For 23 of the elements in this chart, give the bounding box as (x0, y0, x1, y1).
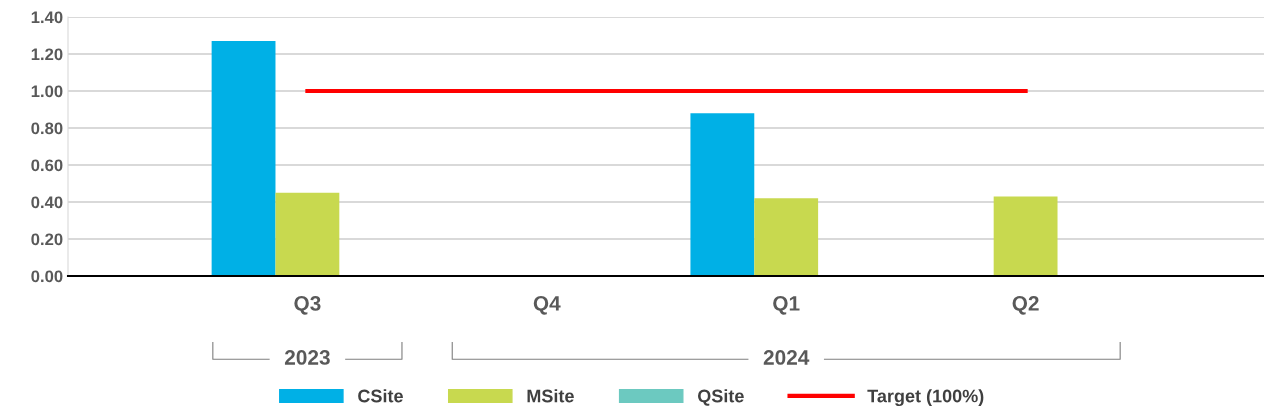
y-tick-label: 0.80 (31, 122, 63, 135)
legend-label: Target (100%) (867, 389, 984, 407)
legend-label: QSite (697, 389, 744, 406)
x-tick-label: Q1 (773, 295, 800, 315)
text: 2023 (284, 350, 330, 365)
bar (275, 192, 340, 276)
bar (993, 196, 1058, 276)
y-tick-label: 1.40 (31, 11, 63, 24)
y-tick-label: 0.40 (31, 196, 63, 209)
y-tick-label: 0.60 (31, 159, 63, 172)
legend-label: CSite (358, 389, 403, 403)
y-tick-label: 0.00 (31, 270, 63, 283)
y-tick-label: 1.00 (31, 85, 63, 98)
y-tick-label: 1.20 (31, 48, 63, 61)
text: 2024 (763, 350, 810, 365)
x-tick-label: Q4 (533, 295, 561, 315)
bar (211, 41, 276, 276)
x-tick-label: Q2 (1012, 295, 1039, 315)
bar (754, 198, 819, 276)
bar (690, 113, 755, 276)
legend-label: MSite (527, 389, 574, 403)
x-tick-label: Q3 (294, 295, 321, 315)
y-tick-label: 0.20 (31, 233, 63, 246)
